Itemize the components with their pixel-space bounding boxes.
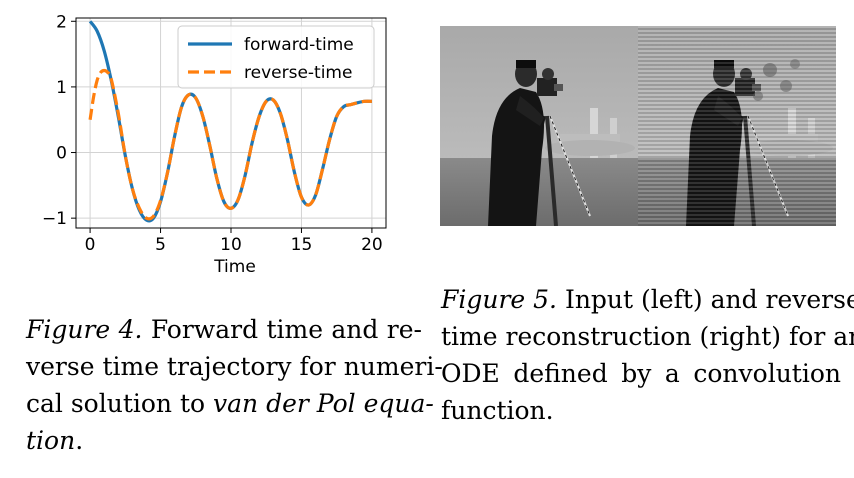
reconstruction-image (636, 26, 836, 226)
figure5-caption-line: time reconstruction (right) for an (441, 322, 854, 351)
figure5-caption-line: function. (441, 396, 554, 425)
figure5-caption-text: Input (left) and reverse- (557, 285, 854, 314)
y-tick-label: 2 (56, 12, 67, 32)
input-image (440, 26, 640, 226)
figure4-caption-line: verse time trajectory for numeri- (26, 352, 443, 381)
x-tick-label: 0 (85, 235, 96, 255)
x-tick-label: 20 (361, 235, 383, 255)
chart-series-layer (88, 20, 372, 223)
y-tick-label: 0 (56, 144, 67, 164)
figure5-caption-line: Figure 5. Input (left) and reverse- (441, 281, 854, 318)
x-axis-label: Time (213, 257, 256, 277)
figure4-caption-text: . (75, 426, 84, 455)
x-tick-label: 15 (291, 235, 313, 255)
figure5-label: Figure 5. (441, 285, 557, 314)
y-tick-label: −1 (42, 209, 67, 229)
figure4-caption-line: Figure 4. Forward time and re- (26, 311, 422, 348)
figure4-caption-emphasis: tion (26, 426, 76, 455)
figure4-caption-line: cal solution to van der Pol equa- (26, 385, 434, 422)
figure4-label: Figure 4. (26, 315, 143, 344)
y-tick-label: 1 (56, 78, 67, 98)
figure5-image-pair (440, 26, 836, 226)
figure4-caption-text: cal solution to (26, 389, 214, 418)
legend-entry: forward-time (244, 35, 354, 55)
figure5-caption-line: ODE defined by a convolution (441, 359, 841, 388)
series-line-reverse-time (88, 68, 372, 221)
x-tick-label: 5 (155, 235, 166, 255)
figure4-caption: Figure 4. Forward time and re- verse tim… (26, 311, 443, 459)
x-tick-label: 10 (220, 235, 242, 255)
legend-entry: reverse-time (244, 63, 352, 83)
figure4-caption-emphasis: van der Pol equa- (213, 389, 434, 418)
figure4-caption-text: Forward time and re- (142, 315, 422, 344)
figure5-caption: Figure 5. Input (left) and reverse- time… (441, 281, 854, 429)
figure4-caption-line: tion. (26, 422, 422, 459)
chart-legend: forward-time reverse-time (177, 25, 375, 89)
